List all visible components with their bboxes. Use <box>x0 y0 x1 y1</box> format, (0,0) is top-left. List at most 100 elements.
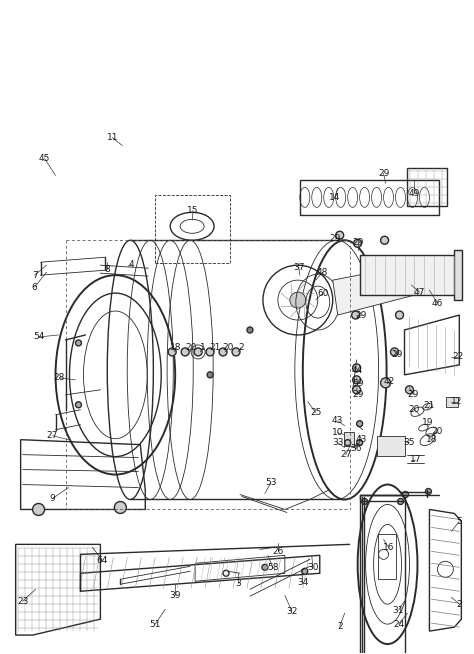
Circle shape <box>262 564 268 570</box>
Text: 45: 45 <box>39 154 50 163</box>
Text: 27: 27 <box>47 431 58 440</box>
Text: 43: 43 <box>356 435 367 444</box>
Text: 7: 7 <box>32 271 37 280</box>
Text: 48: 48 <box>317 267 328 277</box>
Text: 30: 30 <box>307 563 319 572</box>
Text: 1: 1 <box>200 343 206 353</box>
Circle shape <box>395 311 403 319</box>
Text: 25: 25 <box>310 408 321 417</box>
Text: 18: 18 <box>171 343 182 353</box>
Text: 29: 29 <box>352 390 364 400</box>
Circle shape <box>426 489 431 494</box>
Circle shape <box>302 568 308 574</box>
Text: 22: 22 <box>453 353 464 362</box>
Text: 18: 18 <box>426 435 437 444</box>
Circle shape <box>345 439 351 445</box>
Circle shape <box>168 348 176 356</box>
Circle shape <box>352 311 360 319</box>
Text: 60: 60 <box>317 288 328 298</box>
Circle shape <box>114 502 127 513</box>
Circle shape <box>356 421 363 426</box>
Bar <box>455 250 462 300</box>
Circle shape <box>75 340 82 346</box>
Circle shape <box>194 348 202 356</box>
Circle shape <box>232 348 240 356</box>
Circle shape <box>391 348 399 356</box>
Circle shape <box>206 348 214 356</box>
Bar <box>378 534 395 579</box>
Text: 37: 37 <box>293 263 305 271</box>
Text: 4: 4 <box>128 260 134 269</box>
Text: 59: 59 <box>352 379 364 388</box>
Text: 2: 2 <box>238 343 244 353</box>
Bar <box>344 432 354 445</box>
Text: 9: 9 <box>50 494 55 503</box>
Text: 44: 44 <box>352 366 363 375</box>
Circle shape <box>353 376 361 384</box>
Text: 54: 54 <box>33 332 44 341</box>
Circle shape <box>354 239 362 247</box>
Text: 20: 20 <box>222 343 234 353</box>
Text: 47: 47 <box>414 288 425 297</box>
Text: 16: 16 <box>383 543 394 552</box>
Text: 39: 39 <box>169 591 181 600</box>
Circle shape <box>219 348 227 356</box>
Text: 11: 11 <box>107 133 118 142</box>
Text: 8: 8 <box>104 265 110 273</box>
Circle shape <box>356 439 363 445</box>
Text: 29: 29 <box>352 238 364 247</box>
Text: 31: 31 <box>393 606 404 615</box>
Text: 33: 33 <box>332 438 344 447</box>
Text: 43: 43 <box>332 416 343 425</box>
Text: 5: 5 <box>456 517 462 526</box>
Circle shape <box>247 327 253 333</box>
Text: 42: 42 <box>384 377 395 387</box>
Circle shape <box>362 498 368 504</box>
Text: 19: 19 <box>422 418 433 427</box>
Circle shape <box>402 492 409 498</box>
Text: 26: 26 <box>272 547 283 556</box>
Circle shape <box>405 386 413 394</box>
Bar <box>447 397 458 407</box>
Text: 2: 2 <box>337 621 343 630</box>
Circle shape <box>398 498 403 504</box>
Text: 51: 51 <box>149 619 161 628</box>
Text: 20: 20 <box>409 405 420 414</box>
Circle shape <box>336 232 344 239</box>
Text: 20: 20 <box>432 427 443 436</box>
Ellipse shape <box>290 292 306 308</box>
Circle shape <box>33 504 45 515</box>
Bar <box>300 181 439 215</box>
Text: 29: 29 <box>355 311 366 320</box>
Text: 2: 2 <box>456 600 462 609</box>
Text: 27: 27 <box>340 450 351 459</box>
Text: 15: 15 <box>187 206 199 215</box>
Circle shape <box>353 364 361 372</box>
Circle shape <box>181 348 189 356</box>
Text: 21: 21 <box>424 402 435 410</box>
Text: 32: 32 <box>286 607 298 615</box>
Text: 46: 46 <box>432 299 443 307</box>
Polygon shape <box>333 265 414 315</box>
Text: 21: 21 <box>210 343 221 353</box>
Bar <box>360 494 404 654</box>
Text: 12: 12 <box>451 397 462 406</box>
Text: 20: 20 <box>185 343 197 353</box>
Text: 14: 14 <box>329 193 340 202</box>
Text: 29: 29 <box>408 390 419 400</box>
Circle shape <box>75 402 82 407</box>
Text: 58: 58 <box>267 563 279 572</box>
Circle shape <box>381 378 391 388</box>
Text: 29: 29 <box>392 351 403 360</box>
Text: 24: 24 <box>393 619 404 628</box>
Bar <box>155 196 230 263</box>
Bar <box>408 169 447 207</box>
Circle shape <box>353 386 361 394</box>
Bar <box>376 436 404 456</box>
Text: 53: 53 <box>265 478 277 487</box>
Text: 29: 29 <box>378 169 389 178</box>
Text: 3: 3 <box>235 579 241 588</box>
Text: 6: 6 <box>32 283 37 292</box>
Text: 10: 10 <box>332 428 344 437</box>
Text: 64: 64 <box>97 556 108 565</box>
